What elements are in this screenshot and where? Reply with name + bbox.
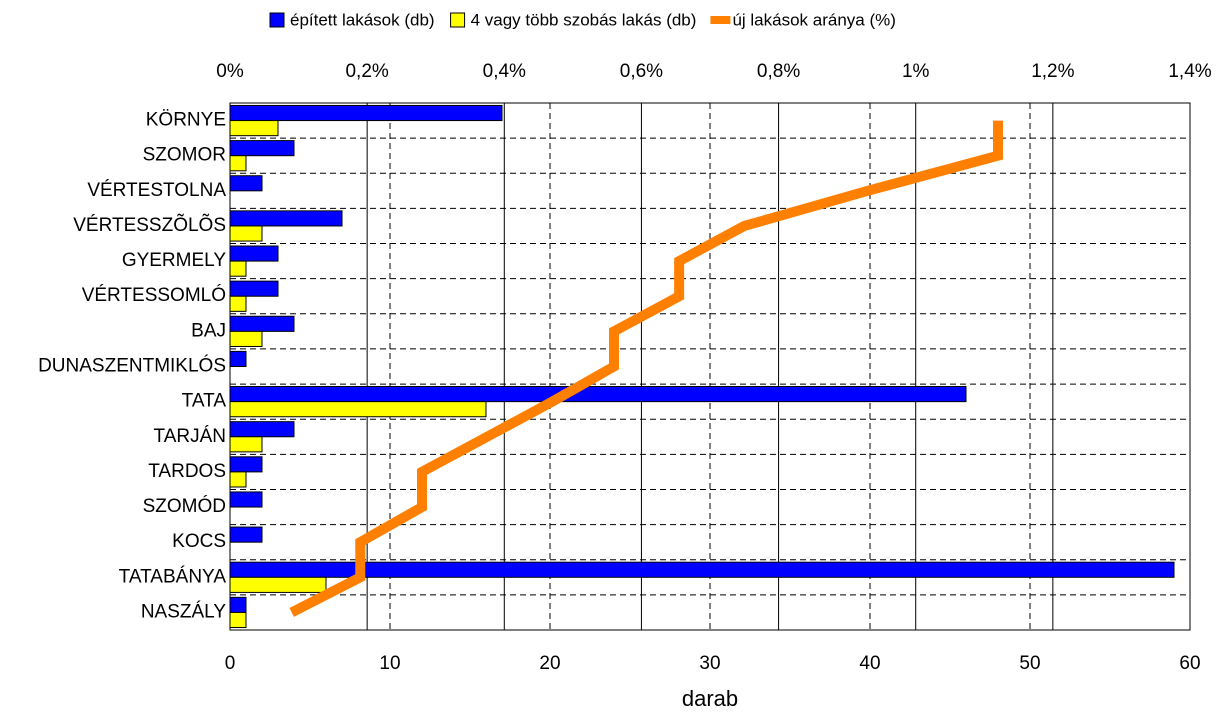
legend-swatch <box>450 12 466 28</box>
x2-tick-label: 0,4% <box>483 61 526 82</box>
y-tick-label: BAJ <box>191 320 226 341</box>
bar <box>229 295 247 312</box>
bar <box>229 315 295 332</box>
bar <box>229 456 263 473</box>
x2-tick-label: 0,6% <box>620 61 663 82</box>
bar <box>229 436 263 453</box>
y-tick-label: TARJÁN <box>154 426 226 447</box>
legend-label: épített lakások (db) <box>290 10 435 29</box>
bar <box>229 611 247 629</box>
bar <box>229 526 263 543</box>
bar <box>229 330 263 347</box>
y-tick-label: VÉRTESTOLNA <box>87 180 226 201</box>
bar <box>229 104 503 122</box>
x2-tick-label: 0% <box>216 61 244 82</box>
bar <box>229 561 1175 578</box>
y-tick-label: KÖRNYE <box>146 110 226 131</box>
line <box>289 120 1003 617</box>
y-tick-label: VÉRTESSZÕLÕS <box>73 214 226 236</box>
x2-tick-label: 1,4% <box>1168 61 1211 82</box>
bar <box>229 245 279 262</box>
x-tick-label: 40 <box>859 653 880 674</box>
y-tick-label: SZOMÓD <box>143 495 226 517</box>
x-tick-label: 0 <box>225 653 236 674</box>
bar <box>229 471 247 488</box>
x-tick-label: 30 <box>699 653 720 674</box>
y-tick-label: SZOMOR <box>143 145 226 166</box>
x-axis-label: darab <box>682 686 738 711</box>
bar <box>229 120 279 137</box>
bar <box>229 350 247 368</box>
bar <box>229 225 263 242</box>
bar <box>229 421 295 438</box>
legend-swatch <box>710 16 731 24</box>
y-tick-label: VÉRTESSOMLÓ <box>82 284 226 306</box>
y-tick-label: KOCS <box>172 531 226 552</box>
x2-tick-label: 0,2% <box>345 61 388 82</box>
y-tick-label: DUNASZENTMIKLÓS <box>38 355 226 377</box>
bar <box>229 140 295 157</box>
bar <box>229 491 263 508</box>
x-tick-label: 10 <box>379 653 400 674</box>
bar <box>229 210 343 227</box>
y-tick-label: NASZÁLY <box>141 601 227 622</box>
bar <box>229 155 247 172</box>
bar <box>229 260 247 277</box>
bar <box>229 386 967 403</box>
bar <box>229 175 263 192</box>
y-tick-label: TATA <box>182 391 227 412</box>
y-tick-label: GYERMELY <box>122 250 227 271</box>
x2-tick-label: 1% <box>902 61 930 82</box>
bar <box>229 576 327 593</box>
x2-tick-label: 1,2% <box>1031 61 1074 82</box>
bar <box>229 596 247 613</box>
bar <box>229 280 279 297</box>
legend-label: új lakások aránya (%) <box>732 10 895 29</box>
legend: épített lakások (db) 4 vagy több szobás l… <box>269 10 896 29</box>
x2-tick-label: 0,8% <box>757 61 800 82</box>
y-tick-label: TARDOS <box>148 461 226 482</box>
legend-label: 4 vagy több szobás lakás (db) <box>471 10 697 29</box>
x-tick-label: 60 <box>1179 653 1200 674</box>
x-tick-label: 20 <box>539 653 560 674</box>
y-tick-label: TATABÁNYA <box>119 566 227 587</box>
x-tick-label: 50 <box>1019 653 1040 674</box>
legend-swatch <box>269 12 285 28</box>
bar <box>229 401 487 418</box>
